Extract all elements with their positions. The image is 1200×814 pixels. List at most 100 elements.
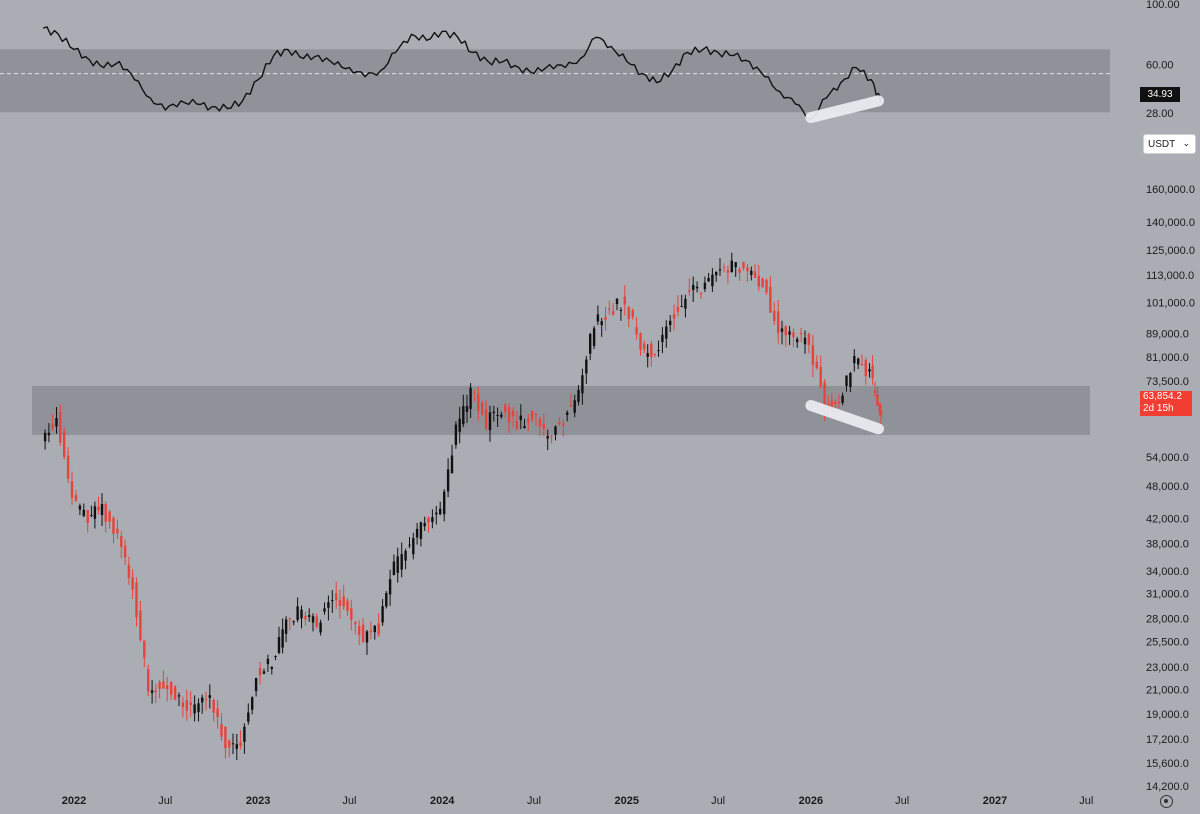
price-support-zone — [32, 385, 1090, 435]
price-candle — [707, 278, 710, 282]
price-candle — [189, 702, 192, 705]
price-tick-label: 25,500.0 — [1146, 637, 1189, 649]
price-candle — [611, 311, 615, 315]
price-candle — [799, 333, 803, 335]
price-candle — [623, 296, 626, 305]
price-candle — [688, 290, 691, 292]
price-tick-label: 113,000.0 — [1146, 270, 1194, 282]
price-candle — [415, 528, 419, 538]
rsi-divergence-highlight[interactable] — [805, 95, 884, 124]
price-candle — [546, 435, 549, 439]
price-candle — [127, 564, 131, 578]
price-candle — [657, 350, 660, 352]
price-candle — [742, 262, 745, 269]
price-candle — [104, 504, 107, 522]
price-pane[interactable] — [32, 252, 1090, 760]
price-candle — [358, 626, 361, 635]
price-candle — [342, 596, 345, 607]
price-candle — [750, 270, 753, 275]
price-candle — [589, 333, 592, 354]
price-candle — [423, 523, 426, 527]
price-candle — [78, 505, 82, 510]
price-candle — [270, 666, 273, 669]
chevron-down-icon: ⌄ — [1182, 138, 1190, 148]
rsi-tick-label: 60.00 — [1146, 60, 1174, 72]
price-candle — [446, 469, 450, 492]
price-candle — [43, 432, 47, 442]
price-tick-label: 38,000.0 — [1146, 538, 1189, 550]
price-candle — [47, 432, 51, 436]
price-candle — [51, 423, 54, 429]
price-candle — [166, 685, 169, 690]
price-candle — [672, 314, 676, 319]
price-candle — [699, 292, 703, 295]
price-candle — [615, 298, 619, 304]
price-candle — [757, 275, 760, 287]
price-candle — [484, 409, 488, 429]
price-candle — [427, 518, 430, 523]
price-candle — [811, 345, 815, 365]
price-candle — [864, 360, 867, 376]
price-candle — [93, 506, 97, 519]
price-candle — [381, 606, 384, 623]
price-candle — [477, 394, 480, 412]
rsi-line — [42, 26, 882, 120]
price-divergence-highlight[interactable] — [805, 399, 884, 435]
price-current-value: 63,854.2 — [1143, 391, 1182, 402]
price-candle — [323, 608, 326, 612]
price-candle — [784, 326, 787, 336]
price-candle — [147, 669, 150, 692]
price-candle — [338, 599, 342, 607]
price-candle — [311, 616, 315, 623]
price-candle — [404, 550, 407, 561]
price-candle — [284, 619, 288, 634]
price-candle — [361, 624, 365, 642]
price-candle — [600, 321, 603, 326]
price-candle — [873, 390, 877, 394]
price-candle — [695, 286, 699, 289]
candle-countdown: 2d 15h — [1143, 403, 1174, 414]
price-candle — [419, 522, 423, 539]
price-candle — [796, 339, 799, 343]
price-candle — [112, 517, 115, 534]
price-candle — [730, 260, 733, 273]
price-candle — [684, 298, 687, 309]
rsi-pane[interactable] — [0, 26, 1112, 124]
price-candle — [538, 418, 542, 427]
time-axis-label: Jul — [158, 795, 172, 807]
price-candle — [523, 426, 526, 428]
price-candle — [193, 704, 196, 714]
price-candle — [661, 334, 664, 342]
price-candle — [400, 554, 403, 570]
price-candle — [853, 356, 856, 364]
price-candle — [392, 561, 396, 576]
price-candle — [258, 668, 262, 676]
price-candle — [150, 690, 154, 693]
price-tick-label: 89,000.0 — [1146, 329, 1189, 341]
price-candle — [396, 556, 399, 573]
price-candle — [780, 328, 784, 332]
currency-select[interactable]: USDT ⌄ — [1143, 134, 1196, 154]
price-candle — [281, 629, 284, 648]
price-candle — [807, 333, 811, 345]
price-current-value-badge: 63,854.2 2d 15h — [1140, 391, 1192, 416]
price-candle — [443, 491, 446, 515]
price-tick-label: 48,000.0 — [1146, 481, 1189, 493]
price-candle — [247, 712, 250, 722]
price-candle — [373, 625, 376, 633]
price-candle — [876, 394, 879, 406]
price-candle — [849, 373, 852, 387]
rsi-current-value-badge: 34.93 — [1140, 87, 1180, 102]
price-candle — [201, 697, 204, 703]
price-candle — [216, 708, 219, 718]
time-axis-label: Jul — [342, 795, 356, 807]
price-candle — [224, 727, 227, 749]
price-candle — [871, 365, 874, 379]
chart-settings-gear-icon[interactable] — [1160, 795, 1173, 808]
price-candle — [288, 618, 291, 620]
price-candle — [266, 658, 270, 665]
time-axis-label: 2026 — [799, 795, 823, 807]
price-candle — [66, 455, 70, 479]
